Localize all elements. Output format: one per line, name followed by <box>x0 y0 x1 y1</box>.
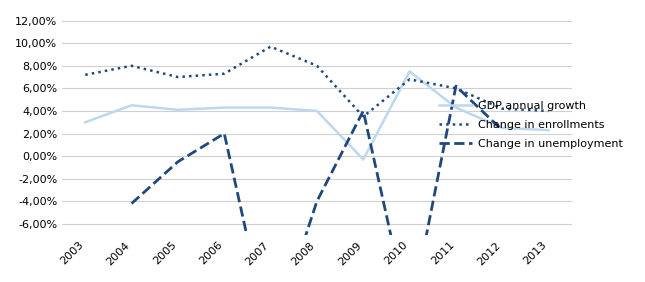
GDP annual growth <box>128 103 135 107</box>
Change in enrollments <box>174 75 182 79</box>
Change in enrollments <box>359 115 367 118</box>
Change in unemployment <box>174 160 182 164</box>
GDP annual growth <box>81 120 89 124</box>
Change in unemployment <box>452 84 460 88</box>
Line: Change in unemployment: Change in unemployment <box>132 86 502 282</box>
Change in unemployment <box>359 109 367 113</box>
Line: Change in enrollments: Change in enrollments <box>85 47 549 116</box>
Change in enrollments <box>267 45 275 48</box>
Legend: GDP annual growth, Change in enrollments, Change in unemployment: GDP annual growth, Change in enrollments… <box>435 97 628 153</box>
GDP annual growth <box>452 106 460 109</box>
Change in enrollments <box>406 78 413 81</box>
GDP annual growth <box>406 70 413 73</box>
Change in enrollments <box>499 107 506 110</box>
Line: GDP annual growth: GDP annual growth <box>85 71 549 159</box>
GDP annual growth <box>267 106 275 109</box>
GDP annual growth <box>499 126 506 129</box>
GDP annual growth <box>359 158 367 161</box>
Change in enrollments <box>452 87 460 90</box>
GDP annual growth <box>545 128 553 132</box>
Change in enrollments <box>221 72 228 75</box>
Change in unemployment <box>221 132 228 135</box>
Change in unemployment <box>313 200 321 203</box>
Change in enrollments <box>128 64 135 67</box>
GDP annual growth <box>174 108 182 111</box>
Change in enrollments <box>313 64 321 67</box>
Change in enrollments <box>545 109 553 113</box>
Change in unemployment <box>128 202 135 205</box>
Change in unemployment <box>499 128 506 132</box>
GDP annual growth <box>221 106 228 109</box>
Change in enrollments <box>81 73 89 76</box>
GDP annual growth <box>313 109 321 113</box>
